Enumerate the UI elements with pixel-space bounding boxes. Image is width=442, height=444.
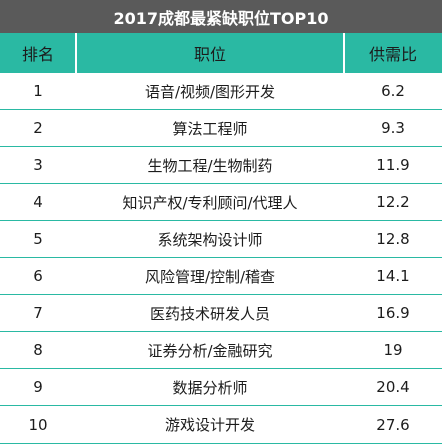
row-ratio: 16.9 xyxy=(376,304,410,322)
table-row: 6 风险管理/控制/稽查 14.1 xyxy=(0,258,442,295)
row-ratio: 6.2 xyxy=(381,82,405,100)
row-rank: 4 xyxy=(33,193,43,211)
row-position: 生物工程/生物制药 xyxy=(147,156,273,175)
table-row: 9 数据分析师 20.4 xyxy=(0,369,442,406)
row-ratio: 14.1 xyxy=(376,267,410,285)
table-row: 5 系统架构设计师 12.8 xyxy=(0,221,442,258)
row-ratio: 12.8 xyxy=(376,230,410,248)
row-ratio: 9.3 xyxy=(381,119,405,137)
row-rank: 8 xyxy=(33,341,43,359)
table-row: 8 证券分析/金融研究 19 xyxy=(0,332,442,369)
row-rank: 3 xyxy=(33,156,43,174)
row-rank: 9 xyxy=(33,378,43,396)
row-rank: 2 xyxy=(33,119,43,137)
row-ratio: 12.2 xyxy=(376,193,410,211)
row-ratio: 20.4 xyxy=(376,378,410,396)
table-row: 7 医药技术研发人员 16.9 xyxy=(0,295,442,332)
row-rank: 1 xyxy=(33,82,43,100)
row-position: 语音/视频/图形开发 xyxy=(144,82,276,101)
row-ratio: 19 xyxy=(383,341,403,359)
row-rank: 6 xyxy=(33,267,43,285)
row-ratio: 11.9 xyxy=(376,156,410,174)
table-header-row: 排名 职位 供需比 xyxy=(0,33,442,73)
header-position: 职位 xyxy=(193,45,226,64)
table-title: 2017成都最紧缺职位TOP10 xyxy=(0,0,442,33)
row-rank: 7 xyxy=(33,304,43,322)
row-position: 证券分析/金融研究 xyxy=(147,341,273,360)
row-ratio: 27.6 xyxy=(376,415,410,434)
header-rank: 排名 xyxy=(21,45,54,64)
row-position: 系统架构设计师 xyxy=(157,230,263,249)
header-ratio: 供需比 xyxy=(368,45,417,64)
row-rank: 10 xyxy=(28,415,48,434)
row-position: 医药技术研发人员 xyxy=(149,304,270,323)
table-row: 3 生物工程/生物制药 11.9 xyxy=(0,147,442,184)
row-position: 数据分析师 xyxy=(172,378,248,397)
table-row: 1 语音/视频/图形开发 6.2 xyxy=(0,73,442,110)
row-position: 游戏设计开发 xyxy=(164,416,255,434)
header-divider xyxy=(75,33,77,73)
table-row: 10 游戏设计开发 27.6 xyxy=(0,406,442,444)
table-row: 2 算法工程师 9.3 xyxy=(0,110,442,147)
row-position: 算法工程师 xyxy=(172,119,248,138)
row-position: 知识产权/专利顾问/代理人 xyxy=(122,193,298,212)
header-divider xyxy=(343,33,345,73)
row-position: 风险管理/控制/稽查 xyxy=(144,267,276,286)
table-row: 4 知识产权/专利顾问/代理人 12.2 xyxy=(0,184,442,221)
row-rank: 5 xyxy=(33,230,43,248)
